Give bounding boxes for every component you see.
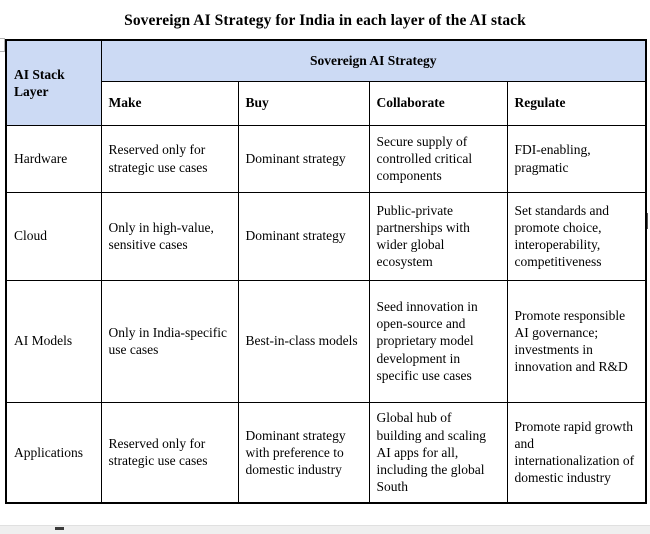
cell-hardware-make: Reserved only for strategic use cases (100, 124, 239, 193)
document-edge-strip (0, 525, 650, 534)
cell-cloud-collaborate: Public-private partnerships with wider g… (368, 191, 508, 281)
corner-header-ai-stack-layer: AI Stack Layer (5, 39, 102, 126)
cell-ai-models-collaborate: Seed innovation in open-source and propr… (368, 279, 508, 403)
cell-cloud-make: Only in high-value, sensitive cases (100, 191, 239, 281)
cell-applications-regulate: Promote rapid growth and internationaliz… (506, 401, 647, 504)
row-label-applications: Applications (5, 401, 102, 504)
table-row-applications: Applications Reserved only for strategic… (5, 401, 647, 504)
cell-applications-collaborate: Global hub of building and scaling AI ap… (368, 401, 508, 504)
cell-cloud-regulate: Set standards and promote choice, intero… (506, 191, 647, 281)
row-label-cloud: Cloud (5, 191, 102, 281)
row-label-hardware: Hardware (5, 124, 102, 193)
group-header-sovereign-ai-strategy: Sovereign AI Strategy (100, 39, 647, 82)
cell-applications-make: Reserved only for strategic use cases (100, 401, 239, 504)
table-row-hardware: Hardware Reserved only for strategic use… (5, 124, 647, 193)
paragraph-mark-artifact (55, 527, 64, 530)
column-header-row: Make Buy Collaborate Regulate (6, 80, 647, 126)
table-row-cloud: Cloud Only in high-value, sensitive case… (5, 191, 647, 281)
sovereign-ai-strategy-table: AI Stack Layer Sovereign AI Strategy Mak… (5, 39, 647, 504)
column-header-make: Make (100, 80, 239, 126)
group-header-row: AI Stack Layer Sovereign AI Strategy (5, 39, 647, 126)
cell-ai-models-regulate: Promote responsible AI governance; inves… (506, 279, 647, 403)
column-header-regulate: Regulate (506, 80, 647, 126)
cell-hardware-buy: Dominant strategy (237, 124, 370, 193)
table-row-ai-models: AI Models Only in India-specific use cas… (5, 279, 647, 403)
cell-ai-models-make: Only in India-specific use cases (100, 279, 239, 403)
text-cursor-artifact (647, 213, 648, 229)
cell-applications-buy: Dominant strategy with preference to dom… (237, 401, 370, 504)
column-header-collaborate: Collaborate (368, 80, 508, 126)
cell-hardware-regulate: FDI-enabling, pragmatic (506, 124, 647, 193)
column-header-buy: Buy (237, 80, 370, 126)
page-title: Sovereign AI Strategy for India in each … (124, 12, 526, 29)
cell-cloud-buy: Dominant strategy (237, 191, 370, 281)
row-label-ai-models: AI Models (5, 279, 102, 403)
cell-hardware-collaborate: Secure supply of controlled critical com… (368, 124, 508, 193)
table-handle-artifact (0, 38, 5, 52)
cell-ai-models-buy: Best-in-class models (237, 279, 370, 403)
